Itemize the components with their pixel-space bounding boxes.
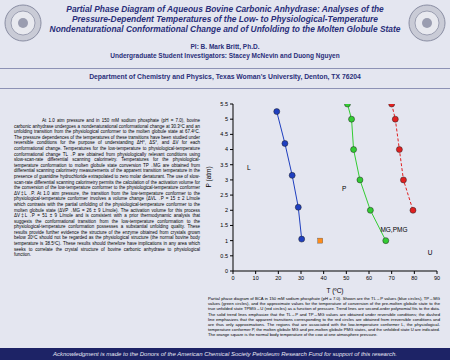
html-text:PI: B. Mark Britt, Ph.D.: PI: B. Mark Britt, Ph.D. (190, 43, 260, 50)
svg-text:T (ºC): T (ºC) (326, 287, 343, 295)
html-text:At 1.0 atm pressure and in 150: At 1.0 atm pressure and in 150 mM sodium… (14, 118, 200, 258)
svg-text:80: 80 (411, 275, 417, 281)
svg-text:50: 50 (343, 275, 349, 281)
svg-text:70: 70 (389, 275, 395, 281)
html-text:Partial Phase Diagram of Aqueo: Partial Phase Diagram of Aqueous Bovine … (49, 4, 401, 34)
html-text:Acknowledgment is made to the: Acknowledgment is made to the Donors of … (53, 351, 397, 357)
svg-text:4.5: 4.5 (220, 131, 228, 137)
svg-text:0: 0 (231, 275, 234, 281)
svg-text:3: 3 (225, 177, 228, 183)
svg-text:4: 4 (225, 146, 228, 152)
svg-text:3.5: 3.5 (220, 162, 228, 168)
svg-text:1: 1 (225, 238, 228, 244)
svg-text:5.5: 5.5 (220, 101, 228, 107)
svg-text:0.5: 0.5 (220, 253, 228, 259)
svg-text:5: 5 (225, 116, 228, 122)
svg-text:90: 90 (434, 275, 440, 281)
svg-text:0: 0 (225, 268, 228, 274)
svg-text:20: 20 (275, 275, 281, 281)
svg-text:2: 2 (225, 207, 228, 213)
svg-text:P (atm): P (atm) (205, 166, 213, 187)
svg-text:1.5: 1.5 (220, 222, 228, 228)
svg-text:L: L (247, 164, 251, 171)
svg-text:U: U (428, 249, 433, 256)
svg-text:2.5: 2.5 (220, 192, 228, 198)
html-text:Undergraduate Student Investig: Undergraduate Student Investigators: Sta… (110, 51, 340, 59)
svg-text:MG,PMG: MG,PMG (380, 226, 407, 233)
html-text:Partial phase diagram of BCA i: Partial phase diagram of BCA in 150 mM s… (208, 296, 440, 338)
html-text:Department of Chemistry and Ph: Department of Chemistry and Physics, Tex… (89, 73, 361, 80)
svg-text:60: 60 (366, 275, 372, 281)
svg-text:10: 10 (253, 275, 259, 281)
svg-text:30: 30 (298, 275, 304, 281)
svg-text:P: P (342, 185, 346, 192)
svg-text:40: 40 (321, 275, 327, 281)
